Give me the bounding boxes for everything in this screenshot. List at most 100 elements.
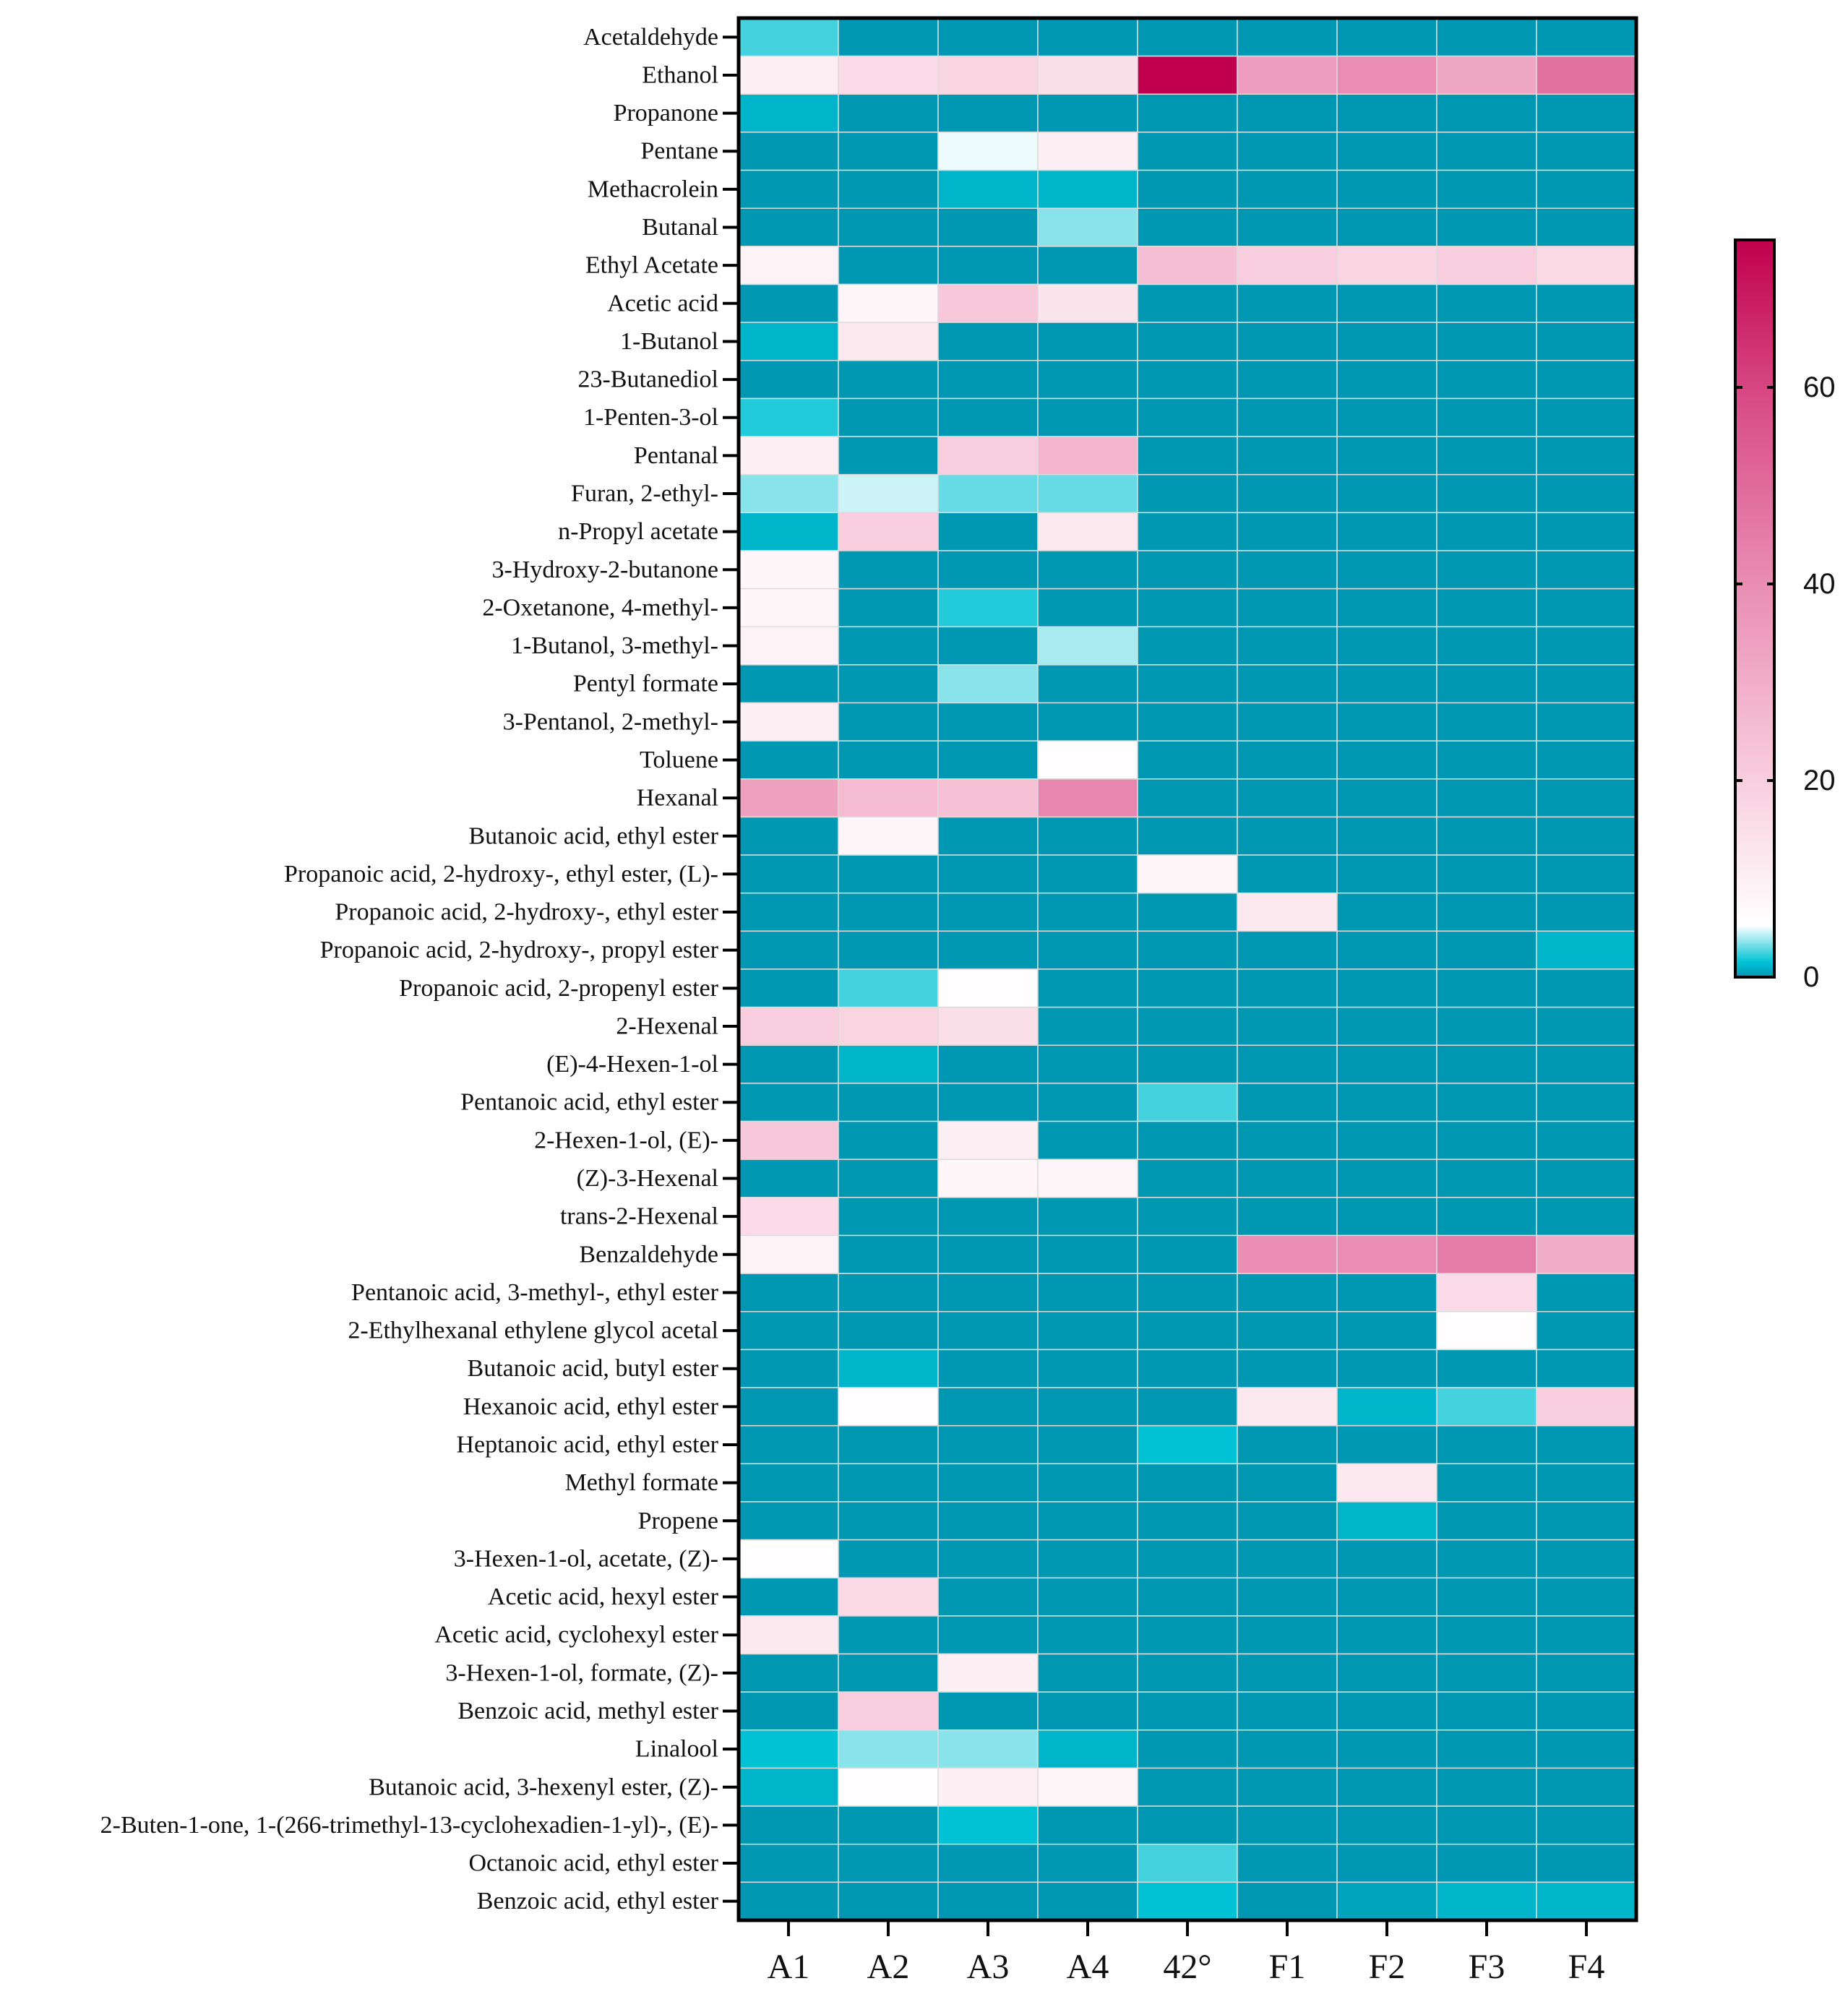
heatmap-cell-1-butanol-3-methyl-42	[1137, 626, 1238, 666]
heatmap-cell-benzoic-acid-ethyl-ester-42	[1137, 1881, 1238, 1921]
heatmap-cell-ethanol-a1	[738, 55, 839, 95]
heatmap-cell-pentyl-formate-f3	[1436, 664, 1537, 704]
heatmap-cell-hexanoic-acid-ethyl-ester-a1	[738, 1387, 839, 1427]
heatmap-cell-hexanoic-acid-ethyl-ester-42	[1137, 1387, 1238, 1427]
heatmap-cell-trans-2-hexenal-a1	[738, 1197, 839, 1237]
heatmap-cell-hexanoic-acid-ethyl-ester-f1	[1237, 1387, 1338, 1427]
heatmap-cell-propanoic-acid-2-hydroxy-ethyl-ester-l-a1	[738, 854, 839, 894]
heatmap-cell-acetaldehyde-a2	[838, 17, 939, 57]
heatmap-cell-propanone-a4	[1037, 93, 1138, 133]
heatmap-cell-z-3-hexenal-f1	[1237, 1159, 1338, 1198]
heatmap-cell-z-3-hexenal-a4	[1037, 1159, 1138, 1198]
heatmap-cell-pentanoic-acid-ethyl-ester-a4	[1037, 1083, 1138, 1122]
heatmap-cell-pentanoic-acid-3-methyl-ethyl-ester-f2	[1336, 1273, 1437, 1312]
heatmap-cell-3-hydroxy-2-butanone-42	[1137, 550, 1238, 590]
row-label-propanoic-acid-2-hydroxy-propyl-ester: Propanoic acid, 2-hydroxy-, propyl ester	[320, 937, 719, 963]
heatmap-cell-butanoic-acid-ethyl-ester-f3	[1436, 816, 1537, 856]
heatmap-cell-octanoic-acid-ethyl-ester-f4	[1536, 1843, 1637, 1883]
heatmap-cell-trans-2-hexenal-a3	[937, 1197, 1039, 1237]
heatmap-cell-heptanoic-acid-ethyl-ester-42	[1137, 1424, 1238, 1465]
heatmap-cell-acetic-acid-a4	[1037, 283, 1138, 323]
heatmap-cell-3-hexen-1-ol-acetate-z-a3	[937, 1539, 1039, 1578]
heatmap-cell-z-3-hexenal-f4	[1536, 1159, 1637, 1198]
heatmap-cell-butanoic-acid-3-hexenyl-ester-z-f2	[1336, 1767, 1437, 1807]
heatmap-cell-ethyl-acetate-f2	[1336, 246, 1437, 285]
heatmap-cell-octanoic-acid-ethyl-ester-a2	[838, 1843, 939, 1883]
column-label-a3: A3	[967, 1948, 1010, 1986]
heatmap-cell-acetic-acid-hexyl-ester-a2	[838, 1577, 939, 1617]
heatmap-cell-propene-42	[1137, 1501, 1238, 1541]
heatmap-cell-propanone-a1	[738, 93, 839, 133]
heatmap-cell-3-hexen-1-ol-acetate-z-f1	[1237, 1539, 1338, 1578]
heatmap-cell-trans-2-hexenal-f2	[1336, 1197, 1437, 1237]
heatmap-cell-pentyl-formate-a1	[738, 664, 839, 704]
row-label-n-propyl-acetate: n-Propyl acetate	[558, 518, 718, 545]
row-label-2-hexen-1-ol-e: 2-Hexen-1-ol, (E)-	[534, 1127, 718, 1153]
heatmap-cell-1-butanol-f1	[1237, 322, 1338, 361]
row-label-2-ethylhexanal-ethylene-glycol-acetal: 2-Ethylhexanal ethylene glycol acetal	[348, 1318, 718, 1344]
heatmap-cell-3-hydroxy-2-butanone-a3	[937, 550, 1039, 590]
heatmap-cell-acetic-acid-hexyl-ester-a4	[1037, 1577, 1138, 1617]
heatmap-cell-pentyl-formate-a2	[838, 664, 939, 704]
heatmap-cell-propanoic-acid-2-propenyl-ester-a3	[937, 968, 1039, 1008]
heatmap-cell-1-penten-3-ol-f1	[1237, 397, 1338, 437]
heatmap-cell-2-hexenal-f1	[1237, 1006, 1338, 1047]
heatmap-cell-acetaldehyde-a4	[1037, 17, 1138, 57]
heatmap-cell-octanoic-acid-ethyl-ester-a3	[937, 1843, 1039, 1883]
heatmap-cell-23-butanediol-a1	[738, 360, 839, 400]
heatmap-cell-3-pentanol-2-methyl-f2	[1336, 702, 1437, 742]
heatmap-cell-heptanoic-acid-ethyl-ester-a1	[738, 1424, 839, 1465]
heatmap-cell-furan-2-ethyl-f2	[1336, 473, 1437, 514]
heatmap-cell-propanoic-acid-2-hydroxy-ethyl-ester-a2	[838, 892, 939, 932]
colorbar-tick-label: 60	[1803, 371, 1836, 403]
heatmap-cell-toluene-a3	[937, 740, 1039, 780]
heatmap-cell-propanoic-acid-2-hydroxy-ethyl-ester-a4	[1037, 892, 1138, 932]
heatmap-cell-n-propyl-acetate-f4	[1536, 512, 1637, 551]
heatmap-cell-pentanal-a1	[738, 436, 839, 476]
heatmap-cell-propanone-42	[1137, 93, 1238, 133]
heatmap-cell-ethanol-f2	[1336, 55, 1437, 95]
heatmap-cell-pentanal-f4	[1536, 436, 1637, 476]
heatmap-cell-butanoic-acid-butyl-ester-f1	[1237, 1349, 1338, 1388]
heatmap-cell-3-hexen-1-ol-acetate-z-a4	[1037, 1539, 1138, 1578]
heatmap-cell-propanoic-acid-2-propenyl-ester-f4	[1536, 968, 1637, 1008]
row-label-2-oxetanone-4-methyl: 2-Oxetanone, 4-methyl-	[482, 594, 718, 621]
heatmap-cell-ethyl-acetate-f4	[1536, 246, 1637, 285]
heatmap-cell-3-hydroxy-2-butanone-a1	[738, 550, 839, 590]
heatmap-cell-hexanoic-acid-ethyl-ester-a2	[838, 1387, 939, 1427]
heatmap-cell-23-butanediol-a3	[937, 360, 1039, 400]
heatmap-cell-benzoic-acid-methyl-ester-f2	[1336, 1691, 1437, 1731]
heatmap-cell-acetaldehyde-42	[1137, 17, 1238, 57]
heatmap-cell-toluene-f4	[1536, 740, 1637, 780]
heatmap-cell-linalool-a4	[1037, 1729, 1138, 1769]
heatmap-cell-1-butanol-3-methyl-f1	[1237, 626, 1338, 666]
heatmap-cell-23-butanediol-42	[1137, 360, 1238, 400]
column-label-42: 42°	[1163, 1948, 1211, 1986]
heatmap-cell-propene-f1	[1237, 1501, 1338, 1541]
heatmap-cell-propanoic-acid-2-hydroxy-propyl-ester-f3	[1436, 930, 1537, 970]
heatmap-cell-e-4-hexen-1-ol-f3	[1436, 1044, 1537, 1084]
heatmap-cell-1-butanol-3-methyl-a1	[738, 626, 839, 666]
heatmap-cell-acetic-acid-cyclohexyl-ester-a4	[1037, 1615, 1138, 1655]
heatmap-cell-linalool-f2	[1336, 1729, 1437, 1769]
row-label-methyl-formate: Methyl formate	[565, 1469, 718, 1496]
heatmap-cell-hexanal-f1	[1237, 778, 1338, 818]
heatmap-cell-trans-2-hexenal-f1	[1237, 1197, 1338, 1237]
heatmap-cell-acetic-acid-hexyl-ester-42	[1137, 1577, 1238, 1617]
heatmap-cell-propanoic-acid-2-propenyl-ester-f3	[1436, 968, 1537, 1008]
heatmap-cell-propanoic-acid-2-hydroxy-propyl-ester-f2	[1336, 930, 1437, 970]
heatmap-cell-benzoic-acid-ethyl-ester-a3	[937, 1881, 1039, 1921]
heatmap-cell-propene-f3	[1436, 1501, 1537, 1541]
heatmap-cell-acetaldehyde-f2	[1336, 17, 1437, 57]
heatmap-cell-benzoic-acid-ethyl-ester-a4	[1037, 1881, 1138, 1921]
row-label-1-butanol-3-methyl: 1-Butanol, 3-methyl-	[511, 632, 718, 659]
heatmap-cell-acetic-acid-a2	[838, 283, 939, 323]
heatmap-cell-pentanal-f2	[1336, 436, 1437, 476]
heatmap-cell-pentanoic-acid-ethyl-ester-a3	[937, 1083, 1039, 1122]
heatmap-cell-1-penten-3-ol-f3	[1436, 397, 1537, 437]
heatmap-cell-toluene-a4	[1037, 740, 1138, 780]
heatmap-cell-benzoic-acid-methyl-ester-a4	[1037, 1691, 1138, 1731]
heatmap-cell-benzaldehyde-f4	[1536, 1234, 1637, 1274]
heatmap-cell-ethanol-a3	[937, 55, 1039, 95]
row-label-butanoic-acid-butyl-ester: Butanoic acid, butyl ester	[468, 1355, 719, 1382]
